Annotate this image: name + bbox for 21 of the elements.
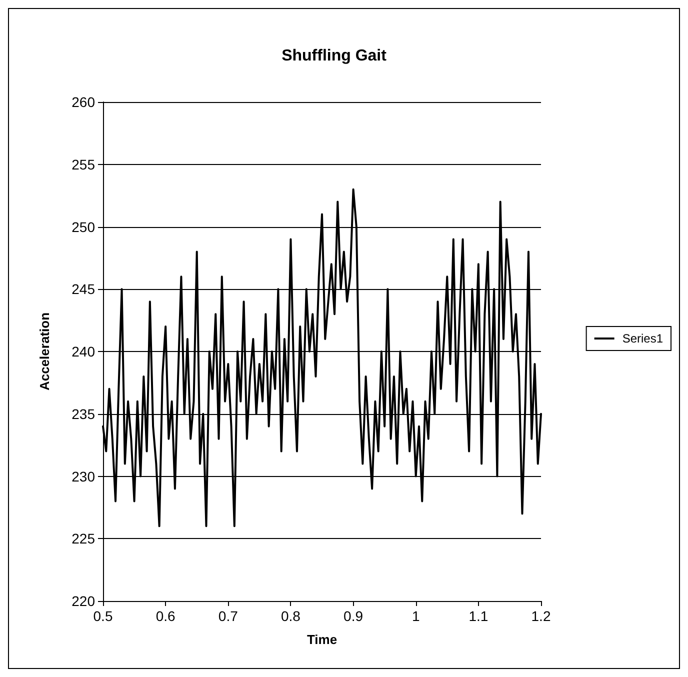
y-tick-label: 220	[72, 593, 96, 609]
x-tick-label: 0.5	[93, 608, 113, 624]
x-tick-label: 0.9	[344, 608, 364, 624]
x-tick-label: 1	[412, 608, 420, 624]
x-tick-label: 0.8	[280, 608, 301, 624]
y-tick-label: 260	[72, 94, 96, 110]
x-tick-label: 0.6	[156, 608, 176, 624]
chart-title: Shuffling Gait	[282, 48, 388, 64]
y-tick-label: 255	[72, 156, 96, 172]
y-tick-label: 250	[72, 218, 96, 235]
x-axis-title: Time	[306, 632, 338, 647]
legend-label: Series1	[622, 332, 664, 346]
x-tick-label: 1.1	[468, 608, 488, 624]
x-tick-label: 0.7	[218, 608, 238, 624]
y-tick-label: 230	[72, 468, 96, 484]
y-tick-label: 245	[72, 281, 96, 298]
y-tick-label: 240	[72, 344, 96, 360]
y-tick-label: 235	[72, 406, 96, 422]
y-tick-label: 225	[72, 530, 96, 547]
x-tick-label: 1.2	[531, 608, 551, 624]
y-axis-title: Acceleration	[37, 312, 52, 391]
